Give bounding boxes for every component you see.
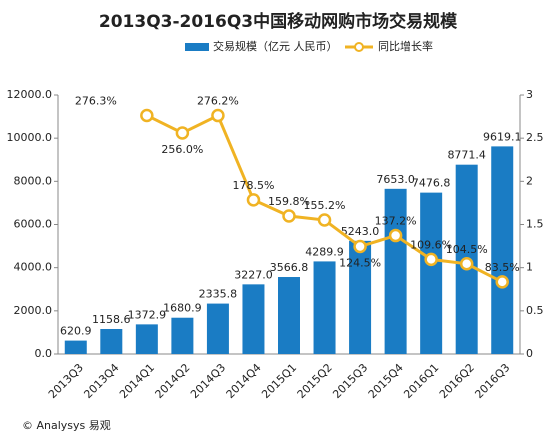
y-tick-label: 6000.0 bbox=[14, 218, 53, 231]
line-value-label: 124.5% bbox=[339, 257, 381, 270]
bar-value-label: 1158.6 bbox=[92, 313, 131, 326]
y-tick-label: 0.0 bbox=[35, 347, 53, 360]
source: © Analysys 易观 bbox=[22, 419, 111, 432]
y-tick-label: 10000.0 bbox=[7, 131, 53, 144]
bar-value-label: 620.9 bbox=[60, 325, 92, 338]
bar bbox=[349, 240, 372, 354]
line-value-label: 178.5% bbox=[232, 179, 274, 192]
line-point bbox=[495, 275, 509, 289]
y-tick-label: 8000.0 bbox=[14, 174, 53, 187]
line-point bbox=[424, 252, 438, 267]
bar bbox=[100, 328, 123, 354]
bar bbox=[64, 340, 87, 354]
bar bbox=[242, 284, 265, 354]
bar-value-label: 3566.8 bbox=[270, 261, 309, 274]
bar bbox=[384, 188, 407, 354]
line-point bbox=[175, 126, 190, 140]
bar-value-label: 3227.0 bbox=[234, 268, 273, 281]
chart-title: 2013Q3-2016Q3中国移动网购市场交易规模 bbox=[99, 11, 458, 32]
line-value-label: 137.2% bbox=[375, 215, 417, 228]
y-tick-label: 4000.0 bbox=[14, 261, 53, 274]
legend-label: 交易规模（亿元 人民币） bbox=[213, 39, 338, 53]
y-tick-label: 12000.0 bbox=[7, 88, 53, 101]
y-tick-label: 2000.0 bbox=[14, 304, 53, 317]
line-point bbox=[246, 193, 261, 207]
line-point bbox=[353, 239, 367, 254]
bar-value-label: 9619.1 bbox=[483, 130, 522, 143]
bar bbox=[420, 192, 443, 354]
bar bbox=[278, 277, 300, 354]
bar bbox=[135, 324, 158, 354]
legend-swatch bbox=[185, 43, 209, 51]
line-point bbox=[140, 108, 154, 123]
bar bbox=[206, 303, 229, 354]
y2-tick-label: 1 bbox=[526, 261, 533, 274]
y2-tick-label: 3 bbox=[526, 88, 533, 101]
bar-value-label: 1680.9 bbox=[163, 302, 202, 315]
line-value-label: 159.8% bbox=[268, 195, 310, 208]
y2-tick-label: 1.5 bbox=[526, 218, 544, 231]
bar-value-label: 5243.0 bbox=[341, 225, 380, 238]
y2-tick-label: 2.5 bbox=[526, 131, 544, 144]
line-point bbox=[211, 108, 225, 123]
bar-value-label: 7476.8 bbox=[412, 177, 451, 190]
bar-value-label: 2335.8 bbox=[199, 288, 238, 301]
line-value-label: 109.6% bbox=[410, 238, 452, 251]
line-value-label: 104.5% bbox=[446, 243, 488, 256]
line-point bbox=[388, 228, 403, 243]
line-value-label: 276.3% bbox=[75, 94, 117, 107]
bar bbox=[491, 146, 514, 354]
line-point bbox=[459, 257, 474, 271]
line-value-label: 276.2% bbox=[197, 95, 239, 108]
bar-value-label: 1372.9 bbox=[128, 308, 167, 321]
line-point bbox=[317, 213, 332, 227]
line-value-label: 83.5% bbox=[485, 261, 520, 274]
bar bbox=[171, 317, 194, 354]
bar-value-label: 8771.4 bbox=[447, 149, 486, 162]
y2-tick-label: 0.5 bbox=[526, 304, 544, 317]
legend-label: 同比增长率 bbox=[378, 39, 433, 53]
bar-value-label: 4289.9 bbox=[305, 245, 344, 258]
bar-value-label: 7653.0 bbox=[376, 173, 415, 186]
legend-swatch bbox=[354, 42, 364, 52]
line-value-label: 155.2% bbox=[304, 199, 346, 212]
bar bbox=[313, 261, 336, 354]
y2-tick-label: 0 bbox=[526, 347, 533, 360]
y2-tick-label: 2 bbox=[526, 174, 533, 187]
line-point bbox=[282, 209, 296, 223]
line-value-label: 256.0% bbox=[161, 143, 203, 156]
